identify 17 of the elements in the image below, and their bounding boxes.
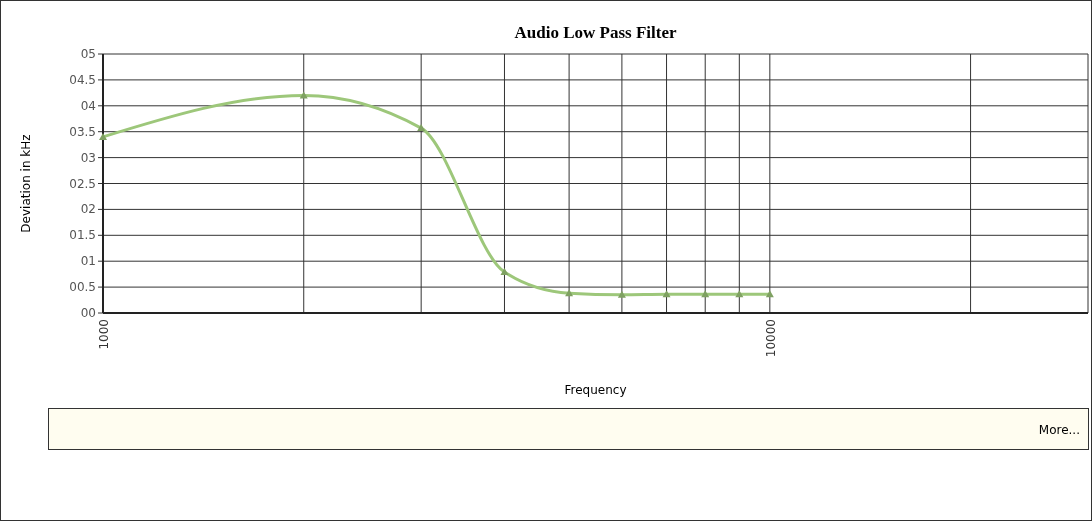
x-tick-label: 10000: [763, 319, 778, 358]
y-tick-label: 03: [80, 150, 96, 165]
y-tick-label: 02.5: [69, 176, 96, 191]
x-axis-title: Frequency: [564, 383, 627, 397]
chart-title: Audio Low Pass Filter: [514, 23, 677, 42]
y-tick-label: 04: [80, 98, 96, 113]
y-tick-label: 01.5: [69, 228, 96, 243]
y-tick-label: 01: [80, 254, 96, 269]
y-tick-label: 05: [80, 47, 96, 61]
x-tick-label: 1000: [97, 319, 111, 350]
y-tick-label: 00.5: [69, 280, 96, 295]
y-tick-label: 00: [80, 306, 96, 320]
y-tick-label: 02: [80, 202, 96, 217]
y-axis-title: Deviation in kHz: [19, 134, 33, 233]
y-tick-label: 03.5: [69, 124, 96, 139]
y-tick-label: 04.5: [69, 72, 96, 87]
text: More...: [1038, 423, 1080, 437]
